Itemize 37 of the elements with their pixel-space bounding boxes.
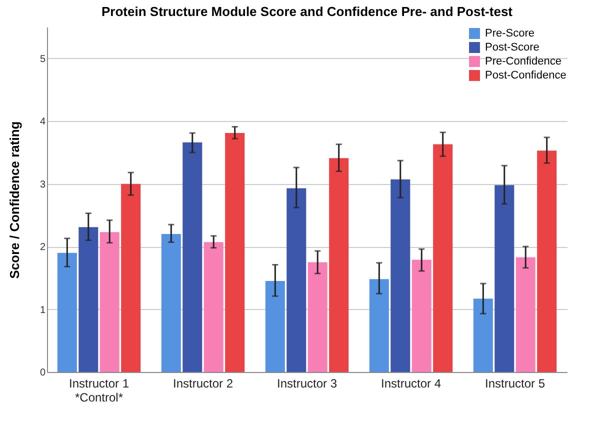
bar <box>57 252 77 372</box>
bar <box>100 232 120 372</box>
bar <box>473 298 493 372</box>
y-axis-title: Score / Confidence rating <box>6 121 22 279</box>
bar <box>433 144 453 372</box>
y-tick-label: 3 <box>40 179 46 190</box>
y-tick-label: 1 <box>40 304 46 316</box>
y-tick-label: 4 <box>40 116 46 128</box>
bar <box>537 150 557 372</box>
bar <box>516 257 536 372</box>
legend-label: Post-Confidence <box>485 70 566 82</box>
bar <box>121 184 141 372</box>
bar <box>308 262 328 372</box>
bar <box>286 188 306 372</box>
y-tick-label: 5 <box>40 54 46 65</box>
bar <box>390 179 410 372</box>
chart-title: Protein Structure Module Score and Confidence Pre- and Post-test <box>101 4 514 19</box>
y-tick-label: 0 <box>40 368 46 378</box>
bar <box>78 227 98 372</box>
x-tick-label: Instructor 5 <box>484 376 546 390</box>
bar <box>329 158 349 372</box>
bar <box>161 234 181 372</box>
legend-label: Post-Score <box>485 42 540 54</box>
bar <box>494 185 514 372</box>
bar <box>412 260 432 372</box>
y-tick-label: 2 <box>40 242 46 254</box>
legend-label: Pre-Confidence <box>485 56 562 68</box>
bar <box>204 242 224 372</box>
bar <box>182 142 202 372</box>
x-tick-label: Instructor 4 <box>380 376 442 390</box>
bar <box>265 281 285 372</box>
legend-label: Pre-Score <box>485 28 535 40</box>
x-tick-label: Instructor 1 *Control* <box>68 376 130 404</box>
x-tick-label: Instructor 3 <box>276 376 338 390</box>
x-tick-label: Instructor 2 <box>172 376 234 390</box>
bar <box>225 133 245 372</box>
bar <box>369 279 389 372</box>
